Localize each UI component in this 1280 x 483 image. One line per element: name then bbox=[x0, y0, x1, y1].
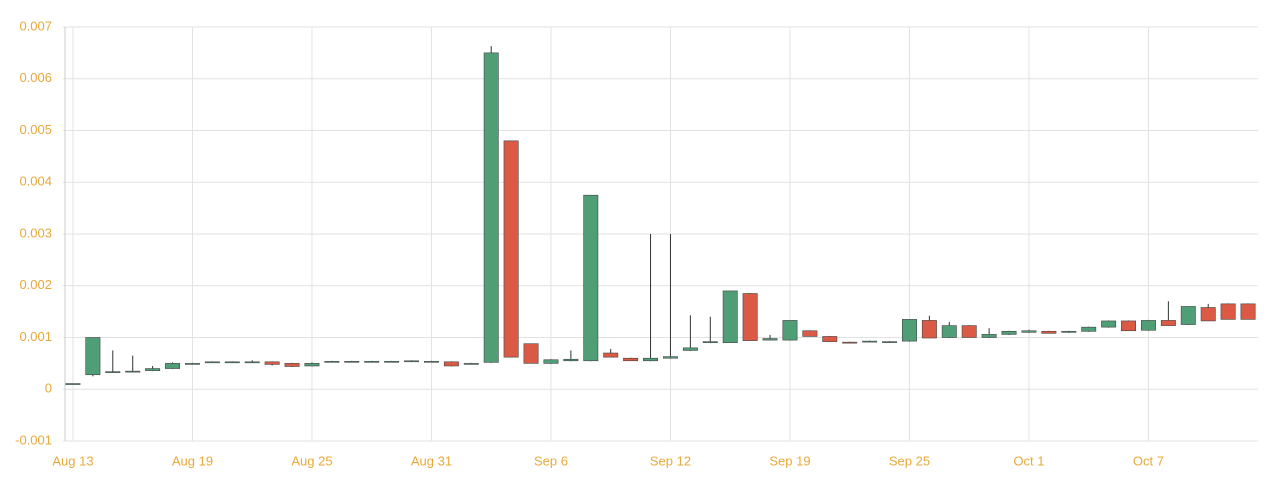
candle-body bbox=[1160, 320, 1176, 326]
x-tick-label: Aug 19 bbox=[172, 453, 213, 468]
candle-body bbox=[722, 290, 738, 343]
candle-body bbox=[1061, 330, 1077, 333]
candle-body bbox=[583, 194, 599, 362]
candle-body bbox=[344, 361, 360, 363]
candle-body bbox=[1001, 330, 1017, 335]
y-tick-label: 0.005 bbox=[19, 122, 52, 137]
candle-body bbox=[961, 325, 977, 338]
candle-body bbox=[145, 368, 161, 371]
candle-body bbox=[85, 337, 101, 376]
candle-body bbox=[384, 361, 400, 363]
y-tick-label: 0.001 bbox=[19, 329, 52, 344]
candle-body bbox=[165, 363, 181, 369]
candle-body bbox=[483, 52, 499, 363]
candle-body bbox=[423, 361, 439, 363]
candle-body bbox=[463, 363, 479, 365]
candle-body bbox=[324, 361, 340, 363]
candle-body bbox=[623, 357, 639, 362]
candle-body bbox=[1081, 326, 1097, 332]
candle-body bbox=[364, 361, 380, 363]
candle-body bbox=[921, 320, 937, 339]
y-tick-label: 0.006 bbox=[19, 70, 52, 85]
candle-body bbox=[1041, 330, 1057, 334]
y-tick-label: 0 bbox=[45, 381, 52, 396]
candle-body bbox=[822, 336, 838, 342]
x-tick-label: Sep 25 bbox=[889, 453, 930, 468]
candle-body bbox=[901, 319, 917, 342]
x-tick-label: Aug 31 bbox=[411, 453, 452, 468]
candle-body bbox=[862, 340, 878, 343]
x-tick-label: Oct 1 bbox=[1013, 453, 1044, 468]
candle-body bbox=[702, 341, 718, 343]
x-tick-label: Oct 7 bbox=[1133, 453, 1164, 468]
candle-body bbox=[882, 341, 898, 343]
candle-body bbox=[105, 371, 121, 373]
candle-body bbox=[682, 347, 698, 351]
candle-body bbox=[543, 359, 559, 364]
candle-body bbox=[981, 334, 997, 338]
candle-body bbox=[1101, 320, 1117, 328]
candle-body bbox=[643, 357, 659, 362]
candle-body bbox=[1220, 303, 1236, 320]
candle-body bbox=[941, 325, 957, 338]
candle-body bbox=[404, 360, 420, 363]
candle-body bbox=[503, 140, 519, 358]
candle-body bbox=[1140, 320, 1156, 331]
candle-body bbox=[1021, 330, 1037, 333]
x-tick-label: Sep 12 bbox=[650, 453, 691, 468]
candle-body bbox=[304, 363, 320, 367]
candle-body bbox=[244, 361, 260, 364]
candle-body bbox=[184, 363, 200, 365]
x-tick-label: Aug 25 bbox=[291, 453, 332, 468]
candle-body bbox=[603, 352, 619, 358]
candle-body bbox=[1121, 320, 1137, 332]
candle-body bbox=[284, 363, 300, 367]
candle-body bbox=[125, 370, 141, 373]
candle-body bbox=[204, 361, 220, 364]
candle-body bbox=[224, 361, 240, 364]
candle-body bbox=[264, 361, 280, 365]
x-tick-label: Sep 6 bbox=[534, 453, 568, 468]
candle-body bbox=[523, 343, 539, 364]
candle-body bbox=[662, 356, 678, 359]
candle-body bbox=[563, 358, 579, 362]
candle-body bbox=[742, 293, 758, 341]
y-tick-label: 0.007 bbox=[19, 18, 52, 33]
candle-body bbox=[762, 338, 778, 341]
y-tick-label: 0.004 bbox=[19, 174, 52, 189]
y-tick-label: 0.002 bbox=[19, 277, 52, 292]
y-tick-label: -0.001 bbox=[15, 432, 52, 447]
candle-body bbox=[443, 361, 459, 367]
candle-body bbox=[802, 330, 818, 337]
x-tick-label: Sep 19 bbox=[769, 453, 810, 468]
candle-body bbox=[1180, 306, 1196, 325]
candle-body bbox=[1240, 303, 1256, 320]
candle-body bbox=[842, 341, 858, 344]
x-tick-label: Aug 13 bbox=[52, 453, 93, 468]
candle-body bbox=[782, 320, 798, 341]
candle-body bbox=[65, 383, 81, 385]
candle-body bbox=[1200, 307, 1216, 322]
y-tick-label: 0.003 bbox=[19, 225, 52, 240]
